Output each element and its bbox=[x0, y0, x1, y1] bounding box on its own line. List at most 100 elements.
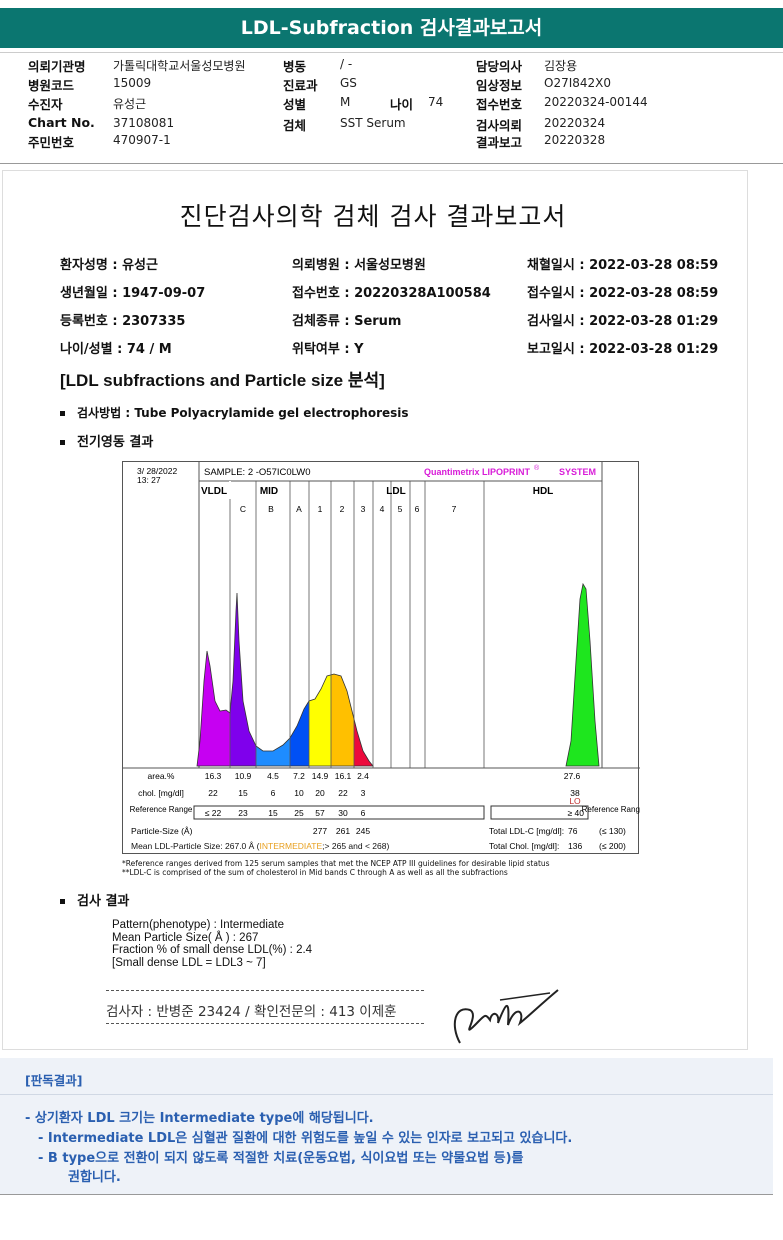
interpretation-line: - B type으로 전환이 되지 않도록 적절한 치료(운동요법, 식이요법 … bbox=[38, 1151, 524, 1166]
field-label: 주민번호 bbox=[28, 135, 75, 150]
total-label: Total LDL-C [mg/dl]: bbox=[489, 826, 564, 836]
ref-value: 57 bbox=[315, 808, 325, 818]
result-line: Mean Particle Size( Å ) : 267 bbox=[112, 931, 259, 944]
band-label: A bbox=[296, 504, 302, 514]
band-label: B bbox=[268, 504, 274, 514]
chol-value: 22 bbox=[338, 788, 348, 798]
field-value: 20220328 bbox=[544, 133, 606, 147]
interpretation-line: 권합니다. bbox=[68, 1170, 121, 1185]
area-value: 10.9 bbox=[235, 771, 252, 781]
electro-text: 전기영동 결과 bbox=[77, 435, 154, 450]
ref-value: 25 bbox=[294, 808, 304, 818]
group-label: MID bbox=[260, 486, 278, 497]
field-value: GS bbox=[340, 76, 357, 90]
report-panel bbox=[2, 170, 748, 1050]
band-label: C bbox=[240, 504, 246, 514]
field-value: 김장용 bbox=[544, 59, 578, 73]
footnote: **LDL-C is comprised of the sum of chole… bbox=[122, 868, 508, 877]
patient-field: 위탁여부 : Y bbox=[292, 342, 364, 357]
field-value: 20220324-00144 bbox=[544, 95, 648, 109]
area-value: 16.1 bbox=[335, 771, 352, 781]
area-value: 16.3 bbox=[205, 771, 222, 781]
section-title: [LDL subfractions and Particle size 분석] bbox=[60, 371, 385, 390]
chol-hdl: 38 bbox=[570, 788, 580, 798]
field-label: Chart No. bbox=[28, 115, 95, 130]
total-value: 136 bbox=[568, 841, 582, 851]
area-value: 14.9 bbox=[312, 771, 329, 781]
hdl-curve bbox=[565, 582, 600, 767]
field-label: 임상정보 bbox=[476, 78, 523, 93]
field-value: M bbox=[340, 95, 351, 109]
row-label: Reference Range bbox=[130, 805, 193, 814]
patient-field: 등록번호 : 2307335 bbox=[60, 314, 186, 329]
patient-field: 검사일시 : 2022-03-28 01:29 bbox=[527, 314, 719, 329]
result-text: Pattern(phenotype) : Intermediate Mean P… bbox=[112, 919, 312, 969]
patient-field: 생년월일 : 1947-09-07 bbox=[60, 286, 206, 301]
brand-logo: ® bbox=[534, 464, 540, 472]
chol-value: 22 bbox=[208, 788, 218, 798]
chart-time: 13: 27 bbox=[137, 475, 161, 485]
patient-field: 채혈일시 : 2022-03-28 08:59 bbox=[527, 258, 719, 273]
ref-hdl: ≥ 40 bbox=[568, 808, 585, 818]
patient-field: 검체종류 : Serum bbox=[292, 314, 402, 329]
chol-value: 15 bbox=[238, 788, 248, 798]
field-label: 성별 bbox=[283, 97, 307, 112]
ref-box bbox=[193, 805, 485, 820]
field-value: 가톨릭대학교서울성모병원 bbox=[113, 59, 246, 73]
total-value: 76 bbox=[568, 826, 578, 836]
patient-field: 나이/성별 : 74 / M bbox=[60, 342, 172, 357]
footnote: *Reference ranges derived from 125 serum… bbox=[122, 859, 550, 868]
ref-value: ≤ 22 bbox=[205, 808, 222, 818]
area-value: 7.2 bbox=[293, 771, 305, 781]
field-label: 접수번호 bbox=[476, 97, 523, 112]
brand-logo: SYSTEM bbox=[559, 467, 596, 477]
field-label: 수진자 bbox=[28, 97, 63, 112]
ref-box-hdl bbox=[490, 805, 589, 820]
particle-size: 261 bbox=[336, 826, 350, 836]
field-label: 병동 bbox=[283, 59, 307, 74]
mean-mean_class: INTERMEDIATE bbox=[260, 841, 323, 851]
field-value: 15009 bbox=[113, 76, 152, 90]
row-label: chol. [mg/dl] bbox=[138, 788, 184, 798]
area-value: 2.4 bbox=[357, 771, 369, 781]
band-fill-B bbox=[256, 738, 290, 766]
chart-date: 3/ 28/2022 bbox=[137, 466, 177, 476]
result-line: Fraction % of small dense LDL(%) : 2.4 bbox=[112, 944, 313, 956]
ref-value: 15 bbox=[268, 808, 278, 818]
band-label: 7 bbox=[452, 504, 457, 514]
row-label: Reference Range bbox=[582, 805, 640, 814]
field-label: 나이 bbox=[390, 97, 414, 112]
band-fill-A bbox=[290, 701, 309, 766]
ref-value: 23 bbox=[238, 808, 248, 818]
mean-particle-size: Mean LDL-Particle Size: 267.0 Å (INTERME… bbox=[131, 841, 389, 851]
row-label: area.% bbox=[148, 771, 175, 781]
patient-field: 환자성명 : 유성근 bbox=[60, 258, 158, 273]
patient-field: 보고일시 : 2022-03-28 01:29 bbox=[527, 342, 719, 357]
sample-id: SAMPLE: 2 -O57IC0LW0 bbox=[204, 467, 310, 478]
field-label: 의뢰기관명 bbox=[28, 59, 86, 74]
band-label: 4 bbox=[380, 504, 385, 514]
band-fill-C bbox=[230, 593, 256, 766]
group-label: HDL bbox=[533, 486, 554, 497]
band-fill-VLDL bbox=[197, 651, 230, 766]
patient-field: 접수번호 : 20220328A100584 bbox=[292, 286, 491, 301]
total-label: Total Chol. [mg/dl]: bbox=[489, 841, 559, 851]
interpretation-panel bbox=[0, 1058, 773, 1195]
group-label: LDL bbox=[386, 486, 405, 497]
row-label: Particle-Size (Å) bbox=[131, 826, 193, 836]
chol-value: 10 bbox=[294, 788, 304, 798]
brand-logo: Quantimetrix LIPOPRINT bbox=[424, 467, 531, 477]
field-label: 검체 bbox=[283, 118, 307, 133]
band-label: 5 bbox=[398, 504, 403, 514]
field-label: 병원코드 bbox=[28, 78, 75, 93]
field-value: SST Serum bbox=[340, 116, 406, 130]
electro-heading: 전기영동 결과 bbox=[60, 431, 153, 450]
chol-value: 3 bbox=[361, 788, 366, 798]
interpretation-heading: [판독결과] bbox=[25, 1073, 83, 1088]
method-line: 검사방법 : Tube Polyacrylamide gel electroph… bbox=[60, 404, 409, 421]
band-label: 2 bbox=[340, 504, 345, 514]
footnotes: *Reference ranges derived from 125 serum… bbox=[122, 859, 550, 877]
field-label: 결과보고 bbox=[476, 135, 523, 150]
field-value: 유성근 bbox=[113, 97, 147, 111]
field-label: 진료과 bbox=[283, 78, 318, 93]
